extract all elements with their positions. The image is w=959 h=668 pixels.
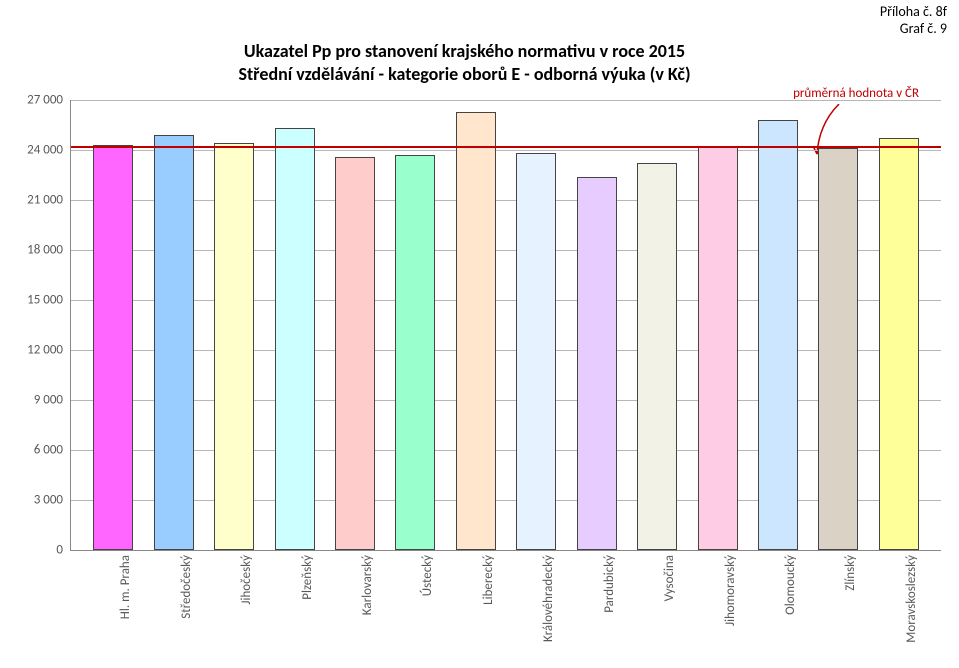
y-tick-label: 27 000 — [3, 93, 63, 108]
grid-line — [71, 400, 941, 401]
chart-title: Ukazatel Pp pro stanovení krajského norm… — [150, 40, 779, 87]
bar — [698, 147, 738, 550]
x-tick-label: Hl. m. Praha — [118, 555, 133, 655]
bar — [577, 177, 617, 550]
bar — [879, 138, 919, 550]
bar — [154, 135, 194, 550]
bar — [818, 148, 858, 550]
x-tick-label: Moravskoslezský — [904, 555, 919, 655]
page: Příloha č. 8f Graf č. 9 Ukazatel Pp pro … — [0, 0, 959, 668]
plot-area: 03 0006 0009 00012 00015 00018 00021 000… — [70, 100, 941, 551]
grid-line — [71, 300, 941, 301]
x-tick-label: Ústecký — [420, 555, 435, 655]
y-tick-label: 9 000 — [3, 393, 63, 408]
bar — [637, 163, 677, 550]
bar — [335, 157, 375, 550]
legend-label: průměrná hodnota v ČR — [793, 86, 919, 101]
y-tick-label: 12 000 — [3, 343, 63, 358]
x-tick-label: Jihomoravský — [723, 555, 738, 655]
x-tick-label: Královéhradecký — [541, 555, 556, 655]
y-tick-label: 15 000 — [3, 293, 63, 308]
x-axis-labels: Hl. m. Praha Středočeský Jihočeský Plzeňský… — [70, 555, 940, 665]
average-line — [71, 146, 941, 148]
x-tick-label: Vysočina — [662, 555, 677, 655]
bar — [395, 155, 435, 550]
y-tick-label: 21 000 — [3, 193, 63, 208]
y-tick-label: 3 000 — [3, 493, 63, 508]
chart-area: 03 0006 0009 00012 00015 00018 00021 000… — [70, 100, 940, 550]
x-tick-label: Zlínský — [843, 555, 858, 655]
grid-line — [71, 150, 941, 151]
bar — [214, 143, 254, 550]
x-tick-label: Liberecký — [481, 555, 496, 655]
bar — [456, 112, 496, 550]
x-tick-label: Středočeský — [179, 555, 194, 655]
grid-line — [71, 350, 941, 351]
x-tick-label: Olomoucký — [783, 555, 798, 655]
grid-line — [71, 100, 941, 101]
x-tick-label: Plzeňský — [300, 555, 315, 655]
bar — [758, 120, 798, 550]
x-tick-label: Jihočeský — [239, 555, 254, 655]
grid-line — [71, 500, 941, 501]
chart-title-line2: Střední vzdělávání - kategorie oborů E -… — [150, 63, 779, 86]
y-tick-label: 0 — [3, 543, 63, 558]
y-tick-label: 18 000 — [3, 243, 63, 258]
bar — [516, 153, 556, 550]
chart-title-line1: Ukazatel Pp pro stanovení krajského norm… — [150, 40, 779, 63]
bar — [93, 145, 133, 550]
x-tick-label: Karlovarský — [360, 555, 375, 655]
bar — [275, 128, 315, 550]
header-annotation: Příloha č. 8f Graf č. 9 — [880, 4, 947, 38]
y-tick-label: 6 000 — [3, 443, 63, 458]
grid-line — [71, 250, 941, 251]
x-tick-label: Pardubický — [602, 555, 617, 655]
grid-line — [71, 200, 941, 201]
header-line2: Graf č. 9 — [880, 21, 947, 38]
header-line1: Příloha č. 8f — [880, 4, 947, 21]
y-tick-label: 24 000 — [3, 143, 63, 158]
grid-line — [71, 450, 941, 451]
